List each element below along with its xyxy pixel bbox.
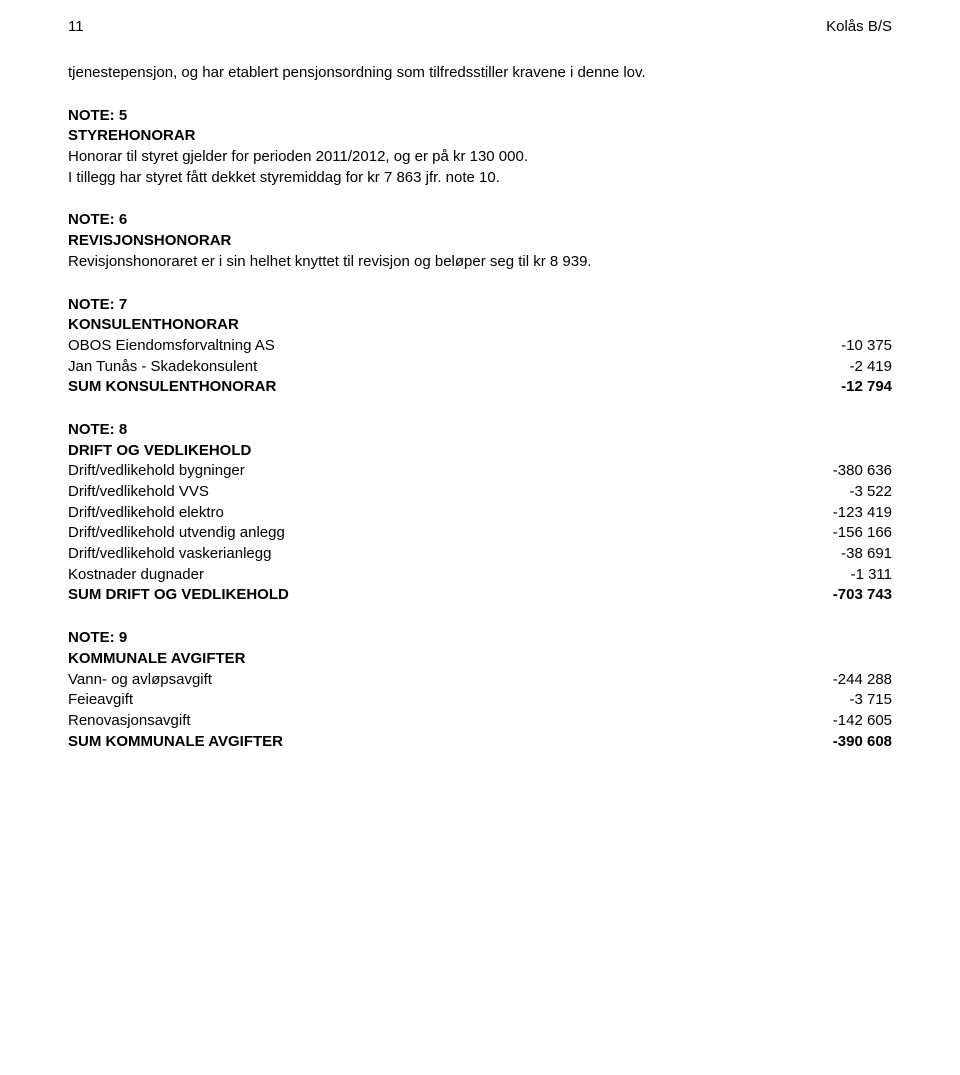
note-6-line1: Revisjonshonoraret er i sin helhet knytt… [68,252,892,273]
row-label: Drift/vedlikehold vaskerianlegg [68,544,772,565]
note-6: NOTE: 6 REVISJONSHONORAR Revisjonshonora… [68,210,892,272]
table-row: Kostnader dugnader -1 311 [68,565,892,586]
intro-text: tjenestepensjon, og har etablert pensjon… [68,63,892,84]
note-8-title: DRIFT OG VEDLIKEHOLD [68,441,892,462]
sum-row: SUM DRIFT OG VEDLIKEHOLD -703 743 [68,585,892,606]
note-7-title: KONSULENTHONORAR [68,315,892,336]
row-label: Renovasjonsavgift [68,711,772,732]
note-5: NOTE: 5 STYREHONORAR Honorar til styret … [68,106,892,189]
table-row: OBOS Eiendomsforvaltning AS -10 375 [68,336,892,357]
page-header: 11 Kolås B/S [68,18,892,35]
row-label: Kostnader dugnader [68,565,772,586]
note-8: NOTE: 8 DRIFT OG VEDLIKEHOLD Drift/vedli… [68,420,892,606]
note-8-heading: NOTE: 8 [68,420,892,441]
page-number: 11 [68,18,84,35]
note-7: NOTE: 7 KONSULENTHONORAR OBOS Eiendomsfo… [68,295,892,398]
note-5-title: STYREHONORAR [68,126,892,147]
row-label: Feieavgift [68,690,772,711]
row-label: Jan Tunås - Skadekonsulent [68,357,772,378]
note-7-heading: NOTE: 7 [68,295,892,316]
row-value: -3 715 [772,690,892,711]
row-value: -10 375 [772,336,892,357]
row-label: OBOS Eiendomsforvaltning AS [68,336,772,357]
row-value: -2 419 [772,357,892,378]
row-label: Drift/vedlikehold bygninger [68,461,772,482]
row-value: -244 288 [772,670,892,691]
note-9-heading: NOTE: 9 [68,628,892,649]
row-label: Drift/vedlikehold VVS [68,482,772,503]
row-label: Drift/vedlikehold utvendig anlegg [68,523,772,544]
note-9-title: KOMMUNALE AVGIFTER [68,649,892,670]
doc-title: Kolås B/S [826,18,892,35]
note-9: NOTE: 9 KOMMUNALE AVGIFTER Vann- og avlø… [68,628,892,752]
row-value: -142 605 [772,711,892,732]
sum-label: SUM DRIFT OG VEDLIKEHOLD [68,585,772,606]
table-row: Drift/vedlikehold vaskerianlegg -38 691 [68,544,892,565]
page: 11 Kolås B/S tjenestepensjon, og har eta… [0,0,960,796]
table-row: Drift/vedlikehold elektro -123 419 [68,503,892,524]
sum-value: -703 743 [772,585,892,606]
table-row: Jan Tunås - Skadekonsulent -2 419 [68,357,892,378]
table-row: Drift/vedlikehold utvendig anlegg -156 1… [68,523,892,544]
sum-label: SUM KOMMUNALE AVGIFTER [68,732,772,753]
table-row: Vann- og avløpsavgift -244 288 [68,670,892,691]
table-row: Drift/vedlikehold bygninger -380 636 [68,461,892,482]
row-value: -156 166 [772,523,892,544]
note-5-line2: I tillegg har styret fått dekket styremi… [68,168,892,189]
table-row: Drift/vedlikehold VVS -3 522 [68,482,892,503]
sum-label: SUM KONSULENTHONORAR [68,377,772,398]
sum-value: -12 794 [772,377,892,398]
row-value: -123 419 [772,503,892,524]
table-row: Feieavgift -3 715 [68,690,892,711]
row-value: -380 636 [772,461,892,482]
sum-value: -390 608 [772,732,892,753]
sum-row: SUM KONSULENTHONORAR -12 794 [68,377,892,398]
sum-row: SUM KOMMUNALE AVGIFTER -390 608 [68,732,892,753]
table-row: Renovasjonsavgift -142 605 [68,711,892,732]
row-label: Vann- og avløpsavgift [68,670,772,691]
intro-paragraph: tjenestepensjon, og har etablert pensjon… [68,63,892,84]
row-value: -3 522 [772,482,892,503]
note-6-title: REVISJONSHONORAR [68,231,892,252]
row-label: Drift/vedlikehold elektro [68,503,772,524]
note-5-line1: Honorar til styret gjelder for perioden … [68,147,892,168]
note-5-heading: NOTE: 5 [68,106,892,127]
row-value: -38 691 [772,544,892,565]
row-value: -1 311 [772,565,892,586]
note-6-heading: NOTE: 6 [68,210,892,231]
